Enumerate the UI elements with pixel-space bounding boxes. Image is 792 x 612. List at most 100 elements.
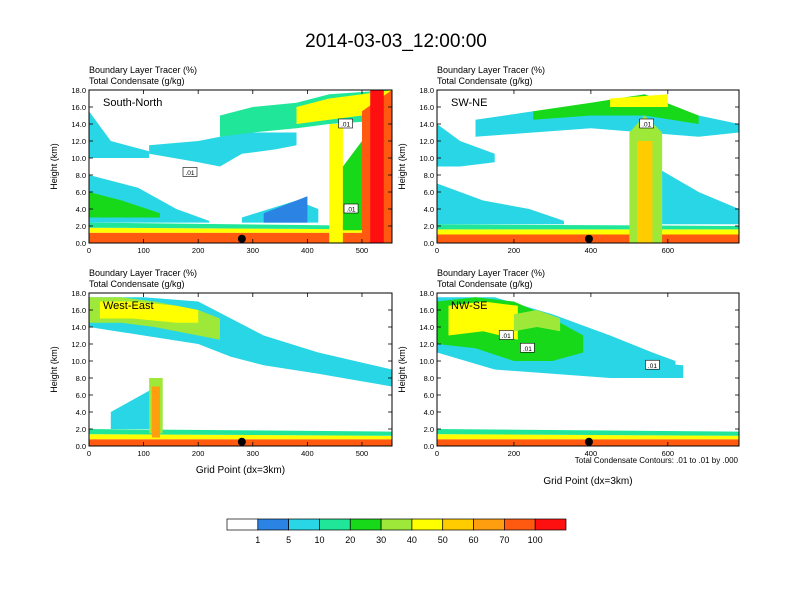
x-tick-label: 100: [137, 449, 150, 458]
colorbar-swatch: [473, 518, 505, 531]
contour-label: .01: [648, 363, 657, 370]
y-tick-label: 12.0: [71, 137, 86, 146]
tracer-field: [89, 297, 392, 446]
contour-label-box: [645, 359, 660, 370]
figure-title: 2014-03-03_12:00:00: [305, 31, 487, 52]
tracer-band: [89, 192, 160, 218]
y-tick-label: 6.0: [424, 188, 434, 197]
y-tick-label: 8.0: [424, 374, 434, 383]
x-tick-label: 0: [87, 246, 91, 255]
contour-label: .01: [185, 170, 194, 177]
x-tick-label: 200: [192, 449, 205, 458]
y-axis-label: Height (km): [49, 346, 59, 393]
x-tick-label: 600: [662, 246, 675, 255]
colorbar-label: 30: [376, 535, 386, 545]
colorbar-swatch: [504, 518, 536, 531]
colorbar-swatch: [319, 518, 351, 531]
tracer-field: [89, 90, 392, 243]
y-tick-label: 6.0: [76, 188, 86, 197]
colorbar-label: 5: [286, 535, 291, 545]
tracer-band: [89, 434, 392, 440]
y-tick-label: 12.0: [419, 340, 434, 349]
colorbar-swatch: [226, 518, 259, 531]
contour-label-box: [639, 118, 654, 129]
y-tick-label: 18.0: [71, 86, 86, 95]
panel-label: SW-NE: [451, 97, 487, 109]
tracer-band: [437, 434, 739, 440]
x-tick-label: 400: [301, 449, 314, 458]
y-tick-label: 18.0: [419, 289, 434, 298]
plot-frame: [88, 89, 393, 244]
y-tick-label: 0.0: [76, 442, 86, 451]
y-tick-label: 0.0: [424, 239, 434, 248]
y-tick-label: 14.0: [71, 323, 86, 332]
y-tick-label: 14.0: [419, 323, 434, 332]
x-tick-label: 500: [356, 246, 369, 255]
contour-label: .01: [347, 207, 356, 214]
colorbar-swatch: [288, 518, 320, 531]
y-tick-label: 2.0: [424, 425, 434, 434]
footnote: Total Condensate Contours: .01 to .01 by…: [575, 456, 739, 465]
tracer-band: [513, 310, 561, 332]
y-tick-label: 18.0: [71, 289, 86, 298]
y-tick-label: 16.0: [419, 103, 434, 112]
location-marker: [584, 234, 593, 243]
x-tick-label: 400: [301, 246, 314, 255]
subtitle-condensate: Total Condensate (g/kg): [89, 279, 185, 289]
y-axis-label: Height (km): [397, 143, 407, 190]
contour-label: .01: [341, 122, 350, 129]
tracer-band: [89, 222, 392, 230]
colorbar-label: 100: [528, 535, 543, 545]
x-tick-label: 200: [192, 246, 205, 255]
tracer-band: [329, 124, 343, 243]
subtitle-tracer: Boundary Layer Tracer (%): [89, 268, 197, 278]
tracer-band: [149, 132, 297, 167]
tracer-band: [437, 124, 495, 167]
tracer-band: [296, 90, 392, 124]
y-tick-label: 12.0: [71, 340, 86, 349]
contour-label-box: [343, 203, 359, 214]
subtitle-tracer: Boundary Layer Tracer (%): [437, 268, 545, 278]
tracer-band: [437, 429, 739, 436]
contour-label: .01: [502, 333, 511, 340]
y-tick-label: 10.0: [71, 154, 86, 163]
x-tick-label: 0: [435, 449, 439, 458]
panel-sw-ne: .01 SW-NE Boundary Layer Tracer (%)Total C…: [397, 65, 740, 255]
colorbar-swatch: [442, 518, 474, 531]
tracer-band: [89, 227, 392, 233]
panel-label: West-East: [103, 300, 154, 312]
y-tick-label: 2.0: [76, 425, 86, 434]
x-tick-label: 400: [585, 246, 598, 255]
panel-south-north: .01 .01 .01 South-North Boundary Layer Trace…: [49, 65, 393, 255]
colorbar-label: 1: [255, 535, 260, 545]
y-tick-label: 10.0: [419, 357, 434, 366]
subtitle-tracer: Boundary Layer Tracer (%): [437, 65, 545, 75]
tracer-band: [437, 224, 739, 230]
tracer-band: [263, 196, 308, 223]
x-tick-label: 200: [508, 246, 521, 255]
panel-label: NW-SE: [451, 300, 487, 312]
y-tick-label: 10.0: [71, 357, 86, 366]
panel-west-east: West-East Boundary Layer Tracer (%)Total …: [49, 268, 393, 476]
y-tick-label: 2.0: [76, 222, 86, 231]
subtitle-condensate: Total Condensate (g/kg): [437, 76, 533, 86]
subtitle-condensate: Total Condensate (g/kg): [89, 76, 185, 86]
y-tick-label: 14.0: [71, 120, 86, 129]
panels-group: .01 .01 .01 South-North Boundary Layer Trace…: [49, 65, 740, 487]
tracer-band: [637, 141, 653, 243]
colorbar-swatch: [411, 518, 444, 531]
x-tick-label: 100: [137, 246, 150, 255]
y-tick-label: 0.0: [424, 442, 434, 451]
colorbar-label: 10: [314, 535, 324, 545]
x-tick-label: 400: [585, 449, 598, 458]
y-tick-label: 8.0: [424, 171, 434, 180]
tracer-band: [110, 382, 160, 429]
y-tick-label: 16.0: [71, 306, 86, 315]
colorbar-label: 60: [469, 535, 479, 545]
subtitle-condensate: Total Condensate (g/kg): [437, 279, 533, 289]
x-tick-label: 300: [247, 246, 260, 255]
y-axis-label: Height (km): [49, 143, 59, 190]
x-tick-label: 300: [247, 449, 260, 458]
contour-label: .01: [523, 346, 532, 353]
